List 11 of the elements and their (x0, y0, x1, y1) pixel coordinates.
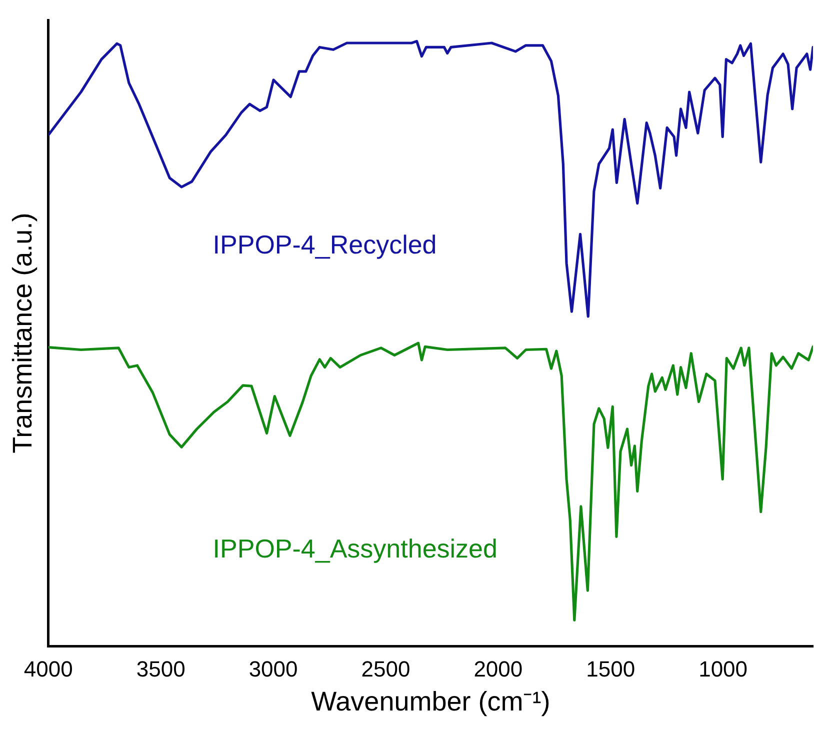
x-tick-label: 2000 (474, 656, 523, 682)
text: IPPOP-4_Recycled (212, 230, 437, 260)
x-tick-label: 3000 (248, 656, 298, 682)
y-axis-title: Transmittance (a.u.) (8, 212, 38, 454)
x-tick-label: 2500 (361, 656, 410, 682)
x-axis-title: Wavenumber (cm⁻¹) (311, 686, 550, 716)
x-tick-label: 3500 (136, 656, 186, 682)
x-tick-label: 1000 (698, 656, 748, 682)
x-tick-label: 1500 (586, 656, 636, 682)
x-tick-label: 4000 (24, 656, 73, 682)
text: IPPOP-4_Assynthesized (212, 533, 498, 564)
